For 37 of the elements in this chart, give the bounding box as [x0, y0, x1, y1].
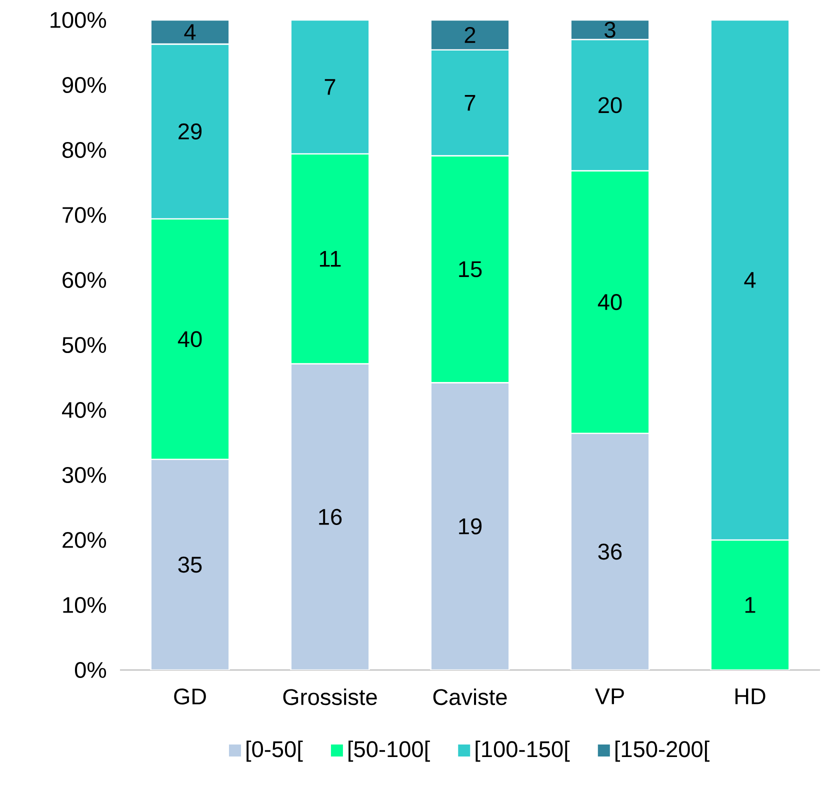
annotation: 4 [744, 272, 756, 288]
y-tick-label: 40% [62, 402, 106, 418]
annotation: 3 [604, 22, 616, 38]
annotation: 1 [745, 597, 756, 613]
annotation: 11 [320, 251, 341, 267]
legend-label: [0-50[ [246, 740, 303, 762]
x-tick-label: Grossiste [283, 688, 377, 706]
y-tick-label: 30% [62, 466, 106, 484]
annotation: 7 [324, 79, 336, 95]
y-tick-label: 70% [62, 206, 106, 224]
annotation: 20 [598, 97, 622, 114]
x-tick-label: Caviste [433, 688, 507, 706]
legend-label: [150-200[ [616, 740, 710, 762]
annotation: 40 [598, 294, 622, 310]
y-tick-label: 20% [62, 532, 106, 548]
annotation: 40 [178, 331, 202, 348]
y-tick-label: 100% [50, 12, 106, 28]
annotation: 16 [319, 508, 342, 525]
legend-label: [50-100[ [348, 740, 430, 762]
x-tick-label: GD [174, 688, 206, 705]
annotation: 19 [459, 518, 482, 534]
annotation: 4 [184, 24, 196, 40]
y-tick-label: 60% [62, 272, 106, 288]
annotation: 35 [178, 556, 202, 573]
legend-label: [100-150[ [476, 740, 570, 762]
y-tick-label: 0% [74, 662, 106, 678]
annotation: 29 [178, 123, 202, 140]
annotation: 15 [459, 261, 482, 278]
annotation: 7 [464, 95, 476, 111]
annotation: 2 [464, 27, 476, 43]
y-tick-label: 80% [62, 142, 106, 158]
x-tick-label: HD [735, 688, 766, 704]
annotation: 36 [598, 544, 622, 560]
x-tick-label: VP [594, 688, 624, 704]
y-tick-label: 10% [63, 596, 106, 614]
y-tick-label: 50% [62, 336, 106, 354]
y-tick-label: 90% [62, 76, 106, 94]
